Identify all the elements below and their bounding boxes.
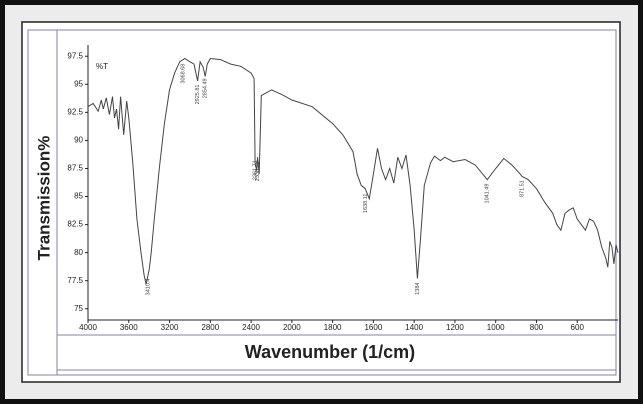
x-tick-label: 600 <box>571 323 585 332</box>
y-tick-label: 87.5 <box>67 164 83 173</box>
y-tick-label: 77.5 <box>67 276 83 285</box>
x-tick-label: 1200 <box>446 323 464 332</box>
x-tick-label: 2000 <box>283 323 301 332</box>
y-axis-title: Transmission% <box>34 136 53 261</box>
inner-panel <box>27 29 617 376</box>
peak-label: 3068.68 <box>180 64 186 84</box>
y-tick-label: 75 <box>74 304 83 313</box>
x-tick-label: 2400 <box>242 323 260 332</box>
x-tick-label: 1400 <box>405 323 423 332</box>
peak-label: 1638.11 <box>363 194 369 213</box>
peak-label: 2361.71 <box>252 160 258 180</box>
y-tick-label: 97.5 <box>67 51 83 60</box>
peak-label: 871.51 <box>519 180 525 197</box>
peak-label: 1384 <box>415 283 421 295</box>
peak-label: 2336.05 <box>255 161 261 181</box>
x-tick-label: 4000 <box>79 323 97 332</box>
x-tick-label: 1600 <box>364 323 382 332</box>
spectrum-line <box>87 57 619 285</box>
x-tick-label: 2800 <box>201 323 219 332</box>
x-axis-title: Wavenumber (1/cm) <box>245 342 415 362</box>
x-tick-label: 3200 <box>161 323 179 332</box>
y-tick-label: 82.5 <box>67 220 83 229</box>
x-tick-label: 1800 <box>324 323 342 332</box>
peak-label: 2854.49 <box>202 78 208 98</box>
x-tick-label: 800 <box>530 323 544 332</box>
peak-label: 2925.81 <box>195 85 201 105</box>
y-tick-label: 85 <box>74 192 83 201</box>
y-unit-label: %T <box>96 62 108 71</box>
y-tick-label: 95 <box>74 79 83 88</box>
x-tick-label: 1000 <box>487 323 505 332</box>
y-tick-label: 90 <box>74 136 83 145</box>
peak-label: 1041.49 <box>485 184 491 204</box>
peak-label: 3410.4 <box>146 279 152 296</box>
y-tick-label: 80 <box>74 248 83 257</box>
y-tick-label: 92.5 <box>67 107 83 116</box>
xlabel-box <box>56 334 617 371</box>
x-tick-label: 3600 <box>120 323 138 332</box>
